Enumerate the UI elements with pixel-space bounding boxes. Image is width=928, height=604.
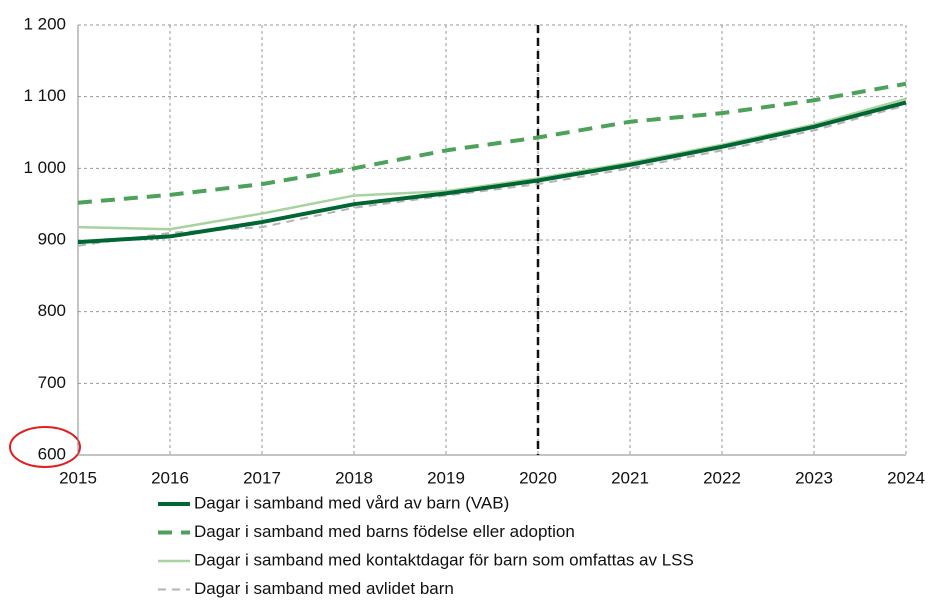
x-tick-label: 2015 xyxy=(59,468,97,487)
x-tick-label: 2020 xyxy=(519,468,557,487)
legend-label: Dagar i samband med avlidet barn xyxy=(194,579,454,598)
x-tick-label: 2021 xyxy=(611,468,649,487)
y-tick-label: 1 100 xyxy=(23,86,66,105)
x-tick-label: 2023 xyxy=(795,468,833,487)
y-tick-label: 1 000 xyxy=(23,158,66,177)
y-tick-label: 1 200 xyxy=(23,14,66,33)
series-line xyxy=(77,100,907,245)
x-tick-label: 2017 xyxy=(243,468,281,487)
y-tick-label: 900 xyxy=(38,229,66,248)
y-tick-label: 600 xyxy=(38,444,66,463)
x-tick-label: 2022 xyxy=(703,468,741,487)
x-tick-label: 2024 xyxy=(887,468,925,487)
x-tick-label: 2018 xyxy=(335,468,373,487)
series-line xyxy=(77,97,907,231)
highlight-circle xyxy=(9,426,81,468)
legend-label: Dagar i samband med barns födelse eller … xyxy=(194,522,575,541)
x-tick-label: 2019 xyxy=(427,468,465,487)
legend-label: Dagar i samband med vård av barn (VAB) xyxy=(194,493,509,512)
x-tick-label: 2016 xyxy=(151,468,189,487)
y-tick-label: 700 xyxy=(38,373,66,392)
y-tick-label: 800 xyxy=(38,301,66,320)
legend-label: Dagar i samband med kontaktdagar för bar… xyxy=(194,550,694,569)
series-line xyxy=(77,81,907,205)
